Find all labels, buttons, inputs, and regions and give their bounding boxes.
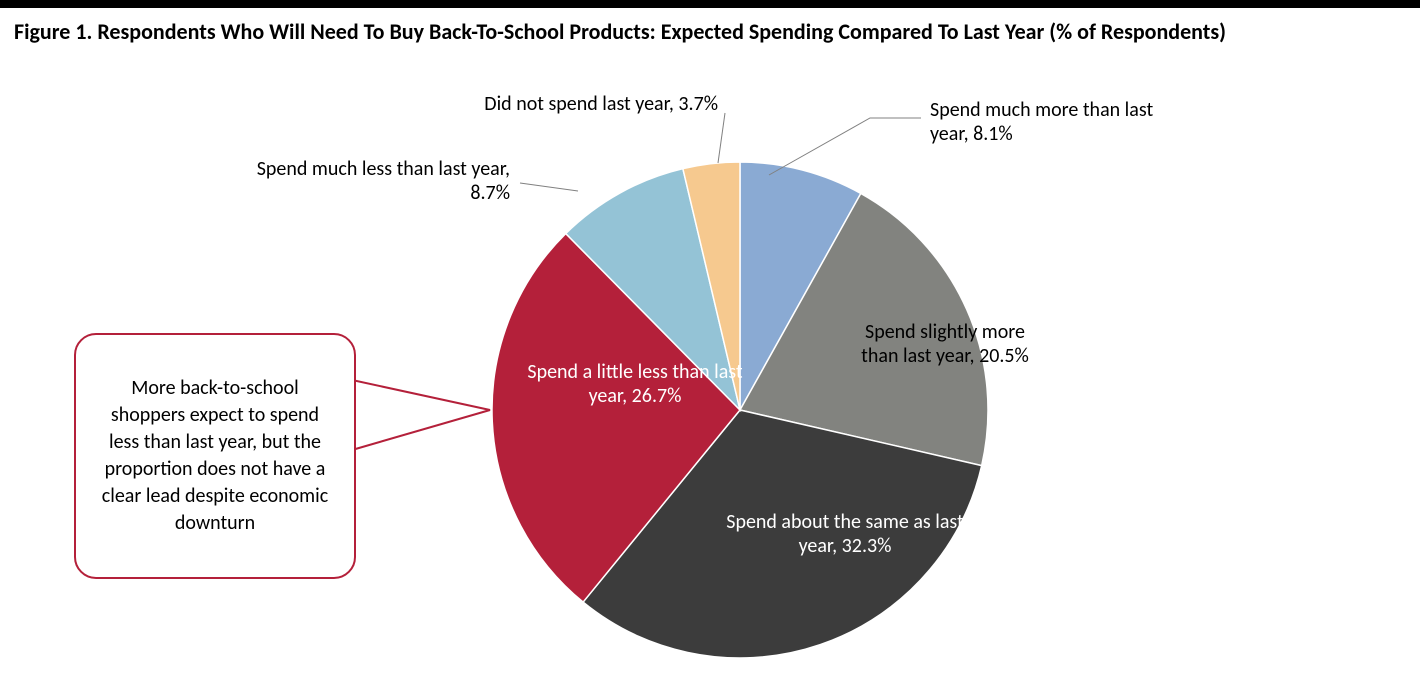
pie-chart: [490, 160, 990, 660]
pie-slice-label: Did not spend last year, 3.7%: [438, 92, 718, 116]
pie-slice-label: Spend a little less than last year, 26.7…: [520, 360, 750, 408]
pie-slice-label: Spend much less than last year, 8.7%: [240, 157, 510, 205]
pie-slice-label: Spend about the same as last year, 32.3%: [710, 510, 980, 558]
pie-slice-label: Spend slightly more than last year, 20.5…: [850, 320, 1040, 368]
top-bar: [0, 0, 1420, 8]
figure-title: Figure 1. Respondents Who Will Need To B…: [14, 18, 1380, 46]
callout-text: More back-to-school shoppers expect to s…: [96, 375, 334, 537]
pie-slice-label: Spend much more than last year, 8.1%: [930, 98, 1160, 146]
callout-box: More back-to-school shoppers expect to s…: [74, 333, 356, 579]
callout-pointer: [352, 380, 490, 450]
chart-area: Spend much more than last year, 8.1% Spen…: [0, 90, 1420, 650]
leader-line: [718, 113, 725, 163]
